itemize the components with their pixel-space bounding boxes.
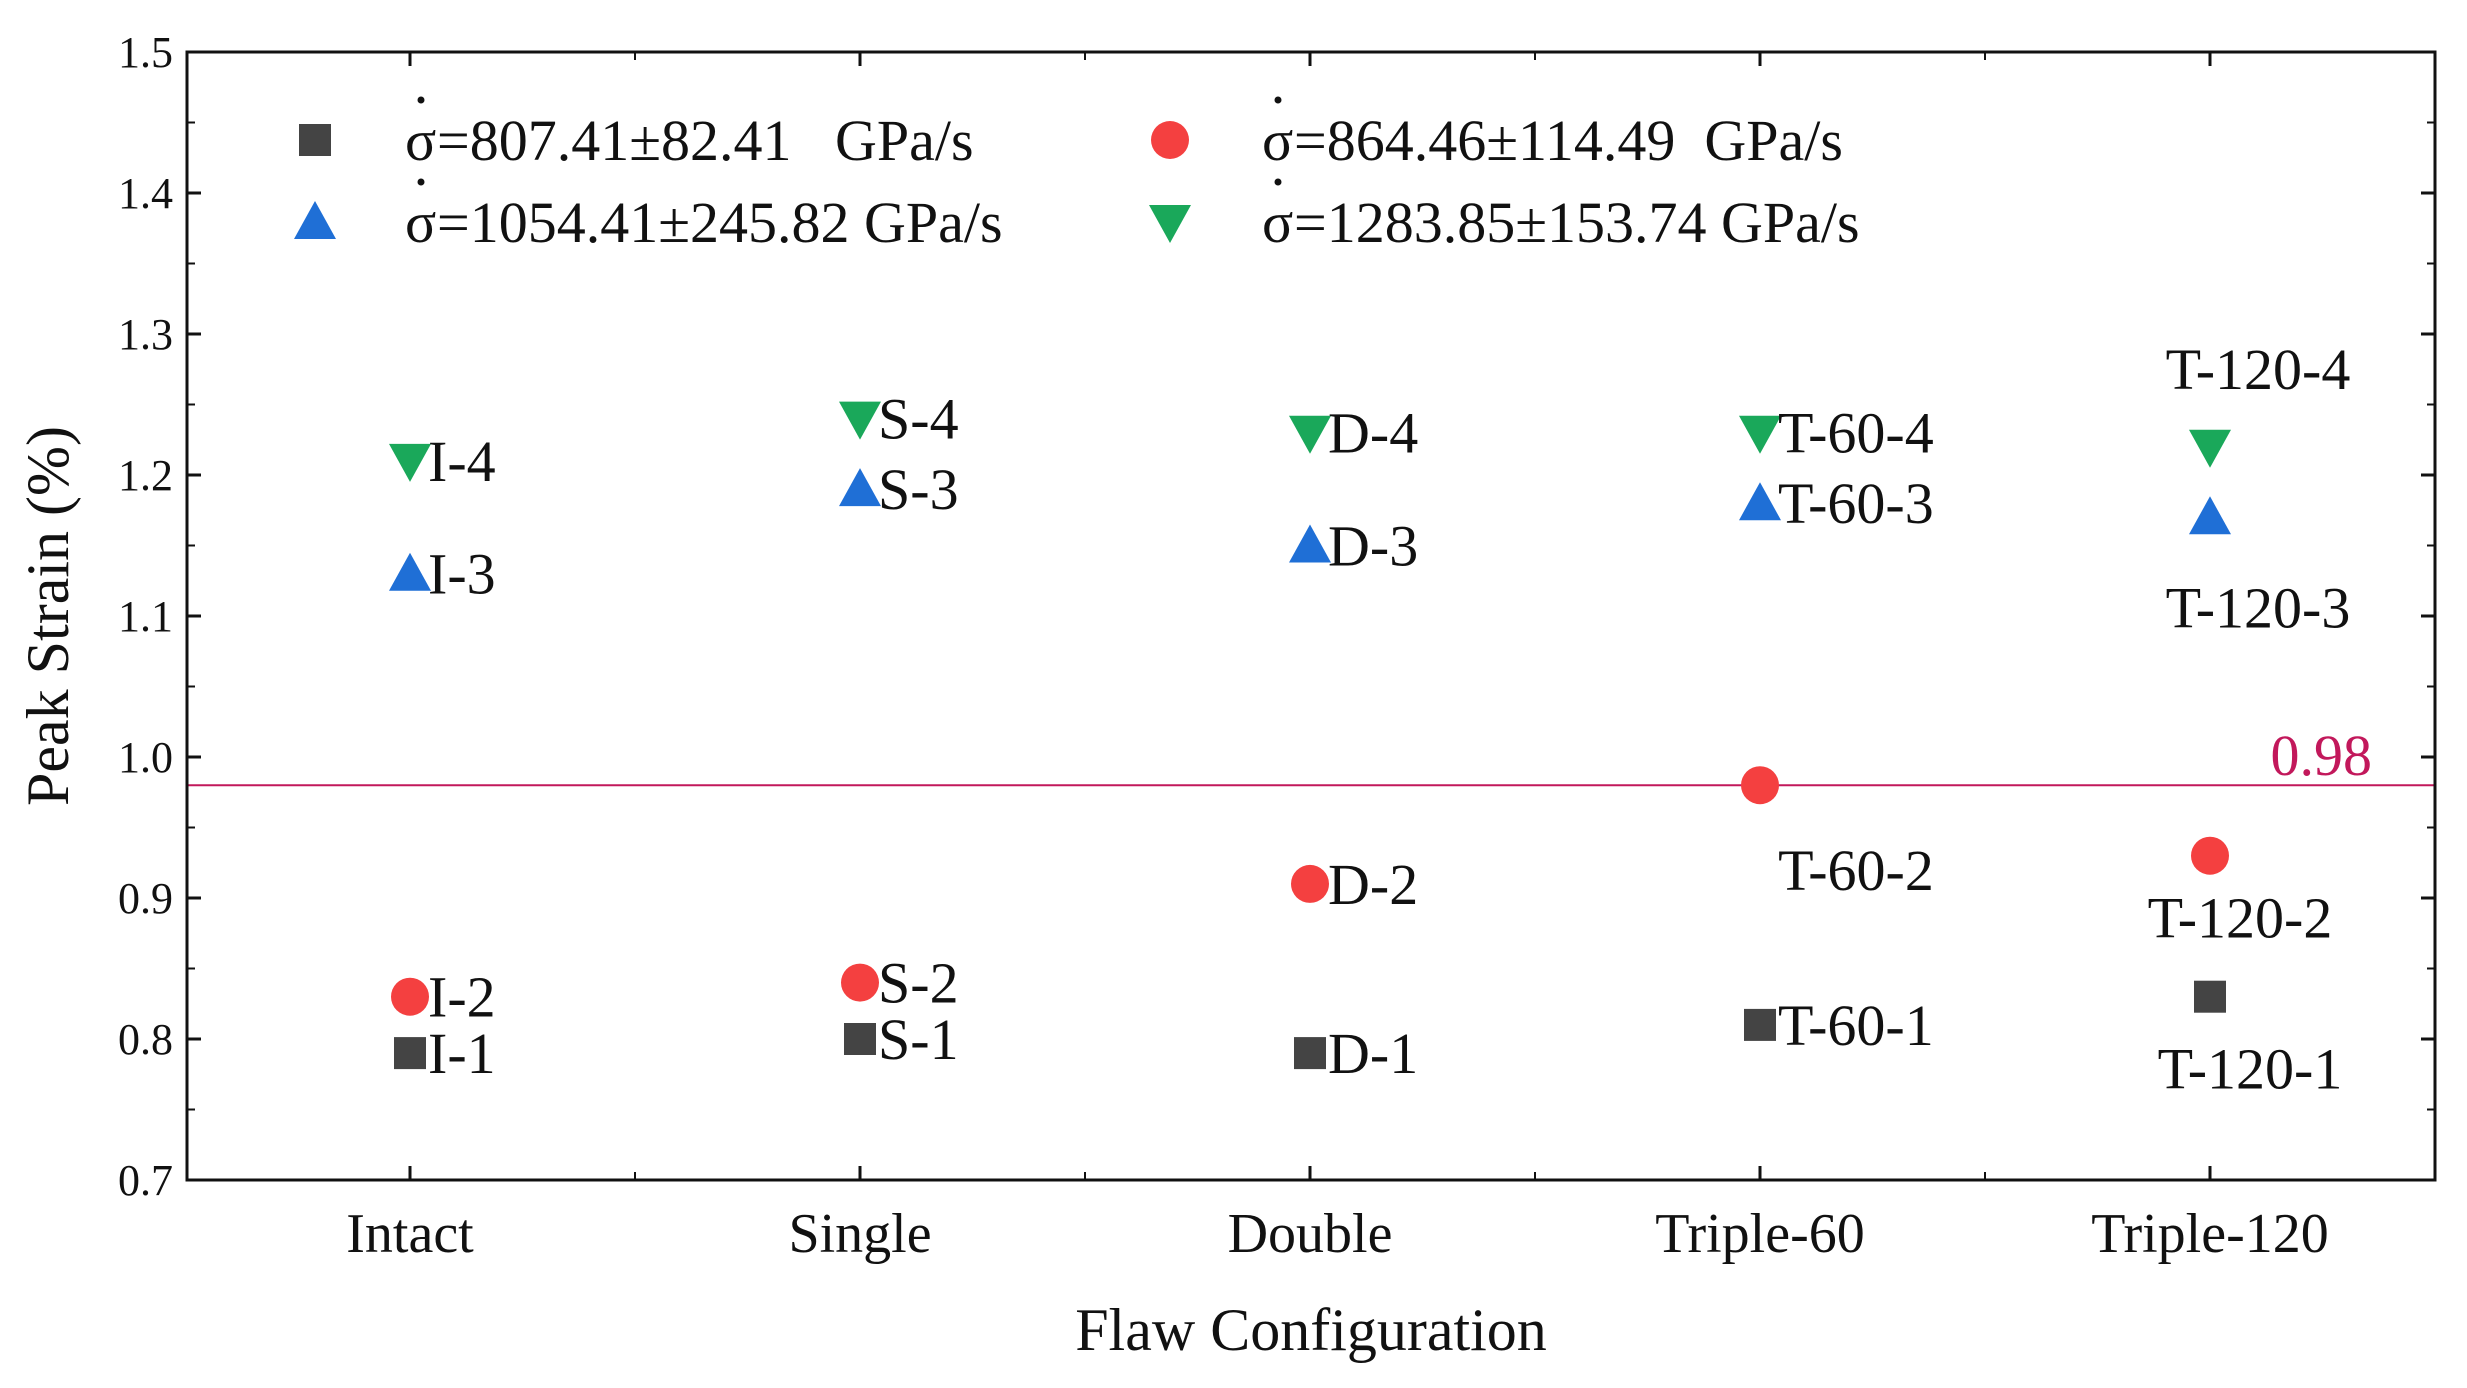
- data-point: [2189, 429, 2231, 468]
- y-tick-label: 1.4: [118, 169, 173, 218]
- legend-rate-symbol: σ: [1262, 108, 1293, 173]
- data-point: [1291, 864, 1329, 903]
- data-point-label: T-120-1: [2158, 1037, 2343, 1102]
- data-point: [839, 401, 881, 440]
- data-point: [1294, 1037, 1326, 1070]
- y-tick-label: 0.9: [118, 874, 173, 923]
- y-tick-label: 1.1: [118, 592, 173, 641]
- legend-marker: [294, 201, 336, 239]
- x-axis-title: Flaw Configuration: [1075, 1297, 1547, 1363]
- data-point-label: I-2: [428, 965, 496, 1030]
- y-tick-label: 0.8: [118, 1015, 173, 1064]
- legend-label: =864.46±114.49 GPa/s: [1294, 108, 1843, 173]
- y-axis-title: Peak Strain (%): [15, 426, 81, 806]
- x-category-label: Double: [1228, 1203, 1393, 1265]
- data-point-label: T-60-3: [1778, 471, 1934, 536]
- data-point: [1739, 415, 1781, 454]
- legend-rate-dot: [1274, 178, 1282, 186]
- legend-label: =807.41±82.41 GPa/s: [437, 108, 974, 173]
- reference-line-label: 0.98: [2271, 723, 2373, 788]
- data-point: [1289, 415, 1331, 454]
- legend-label: =1054.41±245.82 GPa/s: [437, 190, 1003, 255]
- legend-rate-symbol: σ: [405, 108, 436, 173]
- data-point: [2194, 980, 2226, 1013]
- data-point: [1744, 1008, 1776, 1041]
- legend-marker: [299, 124, 331, 156]
- x-category-label: Single: [788, 1203, 931, 1265]
- y-tick-label: 1.2: [118, 451, 173, 500]
- legend-rate-dot: [1274, 96, 1282, 104]
- data-point-label: I-3: [428, 542, 496, 607]
- data-point-label: S-2: [878, 951, 959, 1016]
- data-point-label: S-4: [878, 387, 959, 452]
- data-point: [394, 1037, 426, 1070]
- legend-marker: [1149, 205, 1191, 243]
- legend-rate-dot: [417, 178, 425, 186]
- x-category-label: Triple-120: [2091, 1203, 2329, 1265]
- data-point-label: T-60-4: [1778, 401, 1934, 466]
- data-point: [839, 468, 881, 507]
- data-point: [391, 977, 429, 1016]
- data-point: [1739, 482, 1781, 521]
- data-point-label: D-3: [1328, 514, 1418, 579]
- data-point-label: T-120-2: [2148, 886, 2333, 951]
- legend-rate-symbol: σ: [1262, 190, 1293, 255]
- data-point-label: I-1: [428, 1021, 496, 1086]
- plot-frame: [185, 50, 2437, 1182]
- legend-marker: [1151, 121, 1189, 159]
- data-point: [2191, 836, 2229, 875]
- legend-rate-dot: [417, 96, 425, 104]
- x-category-label: Intact: [346, 1203, 474, 1265]
- legend-label: =1283.85±153.74 GPa/s: [1294, 190, 1860, 255]
- data-point: [389, 552, 431, 591]
- data-point-label: S-3: [878, 457, 959, 522]
- y-tick-label: 1.0: [118, 733, 173, 782]
- data-point-label: D-1: [1328, 1021, 1418, 1086]
- data-point: [389, 443, 431, 482]
- data-point: [1289, 524, 1331, 563]
- legend-rate-symbol: σ: [405, 190, 436, 255]
- data-point-label: T-120-3: [2166, 575, 2351, 640]
- x-category-label: Triple-60: [1655, 1203, 1865, 1265]
- data-point-label: T-120-4: [2166, 337, 2351, 402]
- data-point: [1741, 766, 1779, 805]
- data-point: [2189, 496, 2231, 535]
- data-point-label: I-4: [428, 429, 496, 494]
- data-point: [844, 1023, 876, 1055]
- data-point-label: D-4: [1328, 401, 1418, 466]
- data-point-label: T-60-1: [1778, 993, 1934, 1058]
- y-tick-label: 0.7: [118, 1156, 173, 1205]
- data-point: [841, 963, 879, 1002]
- y-tick-label: 1.3: [118, 310, 173, 359]
- data-point-label: T-60-2: [1778, 838, 1934, 903]
- y-tick-label: 1.5: [118, 28, 173, 77]
- data-point-label: D-2: [1328, 852, 1418, 917]
- data-point-label: S-1: [878, 1007, 959, 1072]
